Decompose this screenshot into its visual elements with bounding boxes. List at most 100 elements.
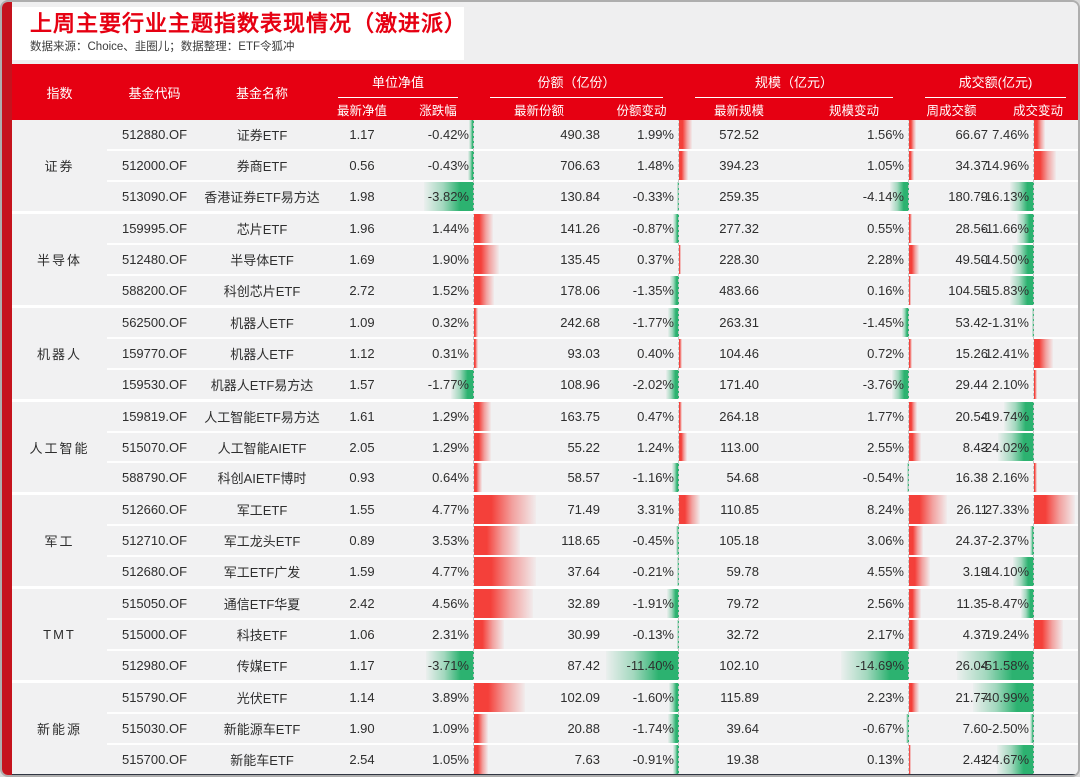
- positive-data-bar: [474, 683, 525, 713]
- aum-value: 115.89: [720, 690, 759, 706]
- aum-value: 483.66: [719, 282, 759, 298]
- negative-data-bar: [997, 432, 1034, 462]
- turnover-value: 2.41: [962, 752, 988, 768]
- table-row: 515070.OF 人工智能AIETF 2.05 1.29% 55.22 1.24% 113…: [107, 430, 1078, 464]
- negative-data-bar: [424, 181, 474, 211]
- fund-code: 515030.OF: [121, 721, 188, 737]
- shares-value: 20.88: [567, 721, 600, 737]
- turnover-change: -2.37%: [988, 524, 1078, 558]
- negative-data-bar: [677, 620, 679, 650]
- aum-value: 54.68: [726, 470, 759, 486]
- left-accent-strip: [2, 2, 12, 775]
- aum-change: -4.14%: [799, 179, 909, 211]
- shares-value: 141.26: [560, 220, 600, 236]
- nav-value: 2.54: [349, 752, 375, 768]
- col-sub-nav-chg: 涨跌幅: [419, 104, 457, 118]
- fund-code: 159995.OF: [121, 220, 188, 236]
- table-row: 512710.OF 军工龙头ETF 0.89 3.53% 118.65 -0.45% 105…: [107, 524, 1078, 558]
- positive-data-bar: [474, 432, 491, 462]
- nav-value: 0.56: [349, 157, 375, 173]
- turnover-value: 34.37: [955, 157, 988, 173]
- col-sub-aum: 最新规模: [713, 104, 764, 118]
- negative-data-bar: [667, 307, 679, 337]
- negative-data-bar: [891, 369, 909, 399]
- table-row: 515790.OF 光伏ETF 1.14 3.89% 102.09 -1.60% 115.8…: [107, 683, 1078, 715]
- table-row: 588200.OF 科创芯片ETF 2.72 1.52% 178.06 -1.35% 483…: [107, 273, 1078, 305]
- negative-data-bar: [956, 651, 1034, 681]
- negative-data-bar: [1016, 213, 1034, 243]
- nav-change: 1.29%: [402, 430, 491, 464]
- fund-code: 515700.OF: [121, 752, 188, 768]
- nav-value: 1.17: [349, 126, 375, 142]
- positive-data-bar: [474, 401, 491, 431]
- shares-value: 7.63: [574, 752, 600, 768]
- turnover-change: 12.41%: [985, 336, 1078, 370]
- positive-data-bar: [909, 432, 921, 462]
- positive-data-bar: [909, 338, 913, 368]
- turnover-value: 20.54: [955, 408, 988, 424]
- aum-change: 1.56%: [799, 120, 917, 151]
- negative-data-bar: [667, 714, 679, 744]
- positive-data-bar: [1034, 463, 1038, 493]
- fund-code: 512710.OF: [121, 533, 188, 549]
- shares-value: 108.96: [560, 376, 600, 392]
- col-sub-aum-chg: 规模变动: [828, 104, 879, 118]
- col-sub-turnover: 周成交额: [926, 104, 977, 118]
- fund-name: 半导体ETF: [230, 252, 294, 268]
- shares-value: 130.84: [560, 188, 600, 204]
- aum-change: -0.54%: [799, 461, 909, 493]
- negative-data-bar: [468, 150, 474, 180]
- turnover-value: 7.60: [962, 721, 988, 737]
- shares-value: 71.49: [567, 502, 600, 518]
- shares-value: 87.42: [567, 658, 600, 674]
- col-header-index: 指数: [46, 85, 73, 101]
- shares-change: 3.31%: [604, 495, 701, 527]
- fund-name: 芯片ETF: [236, 221, 288, 237]
- col-sub-turnover-chg: 成交变动: [1012, 104, 1063, 118]
- nav-change: -3.82%: [402, 179, 474, 211]
- col-group-aum: 规模（亿元）: [679, 64, 909, 99]
- turnover-change: 19.24%: [985, 618, 1078, 652]
- nav-value: 1.55: [349, 502, 375, 518]
- shares-value: 102.09: [560, 690, 600, 706]
- table-row: 515030.OF 新能源车ETF 1.90 1.09% 20.88 -1.74% 39.6…: [107, 712, 1078, 746]
- aum-value: 113.00: [720, 439, 759, 455]
- turnover-value: 8.43: [962, 439, 988, 455]
- negative-data-bar: [841, 651, 909, 681]
- nav-change: 1.90%: [402, 242, 499, 276]
- bottom-border-bar: [12, 774, 1078, 775]
- col-group-turnover: 成交额(亿元): [909, 64, 1078, 99]
- fund-name: 军工龙头ETF: [223, 534, 301, 550]
- nav-value: 1.14: [349, 690, 375, 706]
- industry-label: 新能源: [12, 683, 107, 775]
- positive-data-bar: [1034, 369, 1038, 399]
- aum-value: 263.31: [719, 314, 759, 330]
- table-body: 证券 512880.OF 证券ETF 1.17 -0.42% 490.38 1.99% 572…: [12, 120, 1078, 775]
- nav-change: 1.29%: [402, 401, 491, 433]
- shares-value: 58.57: [567, 470, 600, 486]
- positive-data-bar: [1034, 120, 1046, 149]
- shares-change: -0.21%: [604, 555, 679, 587]
- aum-value: 264.18: [719, 408, 759, 424]
- aum-change: 0.16%: [799, 273, 911, 305]
- nav-value: 2.42: [349, 596, 375, 612]
- table-row: 159530.OF 机器人ETF易方达 1.57 -1.77% 108.96 -2.02%…: [107, 367, 1078, 399]
- positive-data-bar: [474, 463, 483, 493]
- nav-value: 1.98: [349, 188, 375, 204]
- negative-data-bar: [905, 714, 909, 744]
- industry-group: TMT 515050.OF 通信ETF华夏 2.42 4.56% 32.89 -1.91% 7…: [12, 586, 1078, 681]
- nav-change: -0.43%: [402, 148, 474, 182]
- negative-data-bar: [902, 307, 909, 337]
- table-row: 159819.OF 人工智能ETF易方达 1.61 1.29% 163.75 0.47% 2…: [107, 401, 1078, 433]
- turnover-value: 28.56: [955, 220, 988, 236]
- turnover-value: 29.44: [955, 376, 988, 392]
- nav-change: 4.77%: [402, 555, 536, 587]
- aum-value: 572.52: [719, 126, 759, 142]
- col-sub-shares: 最新份额: [513, 104, 564, 118]
- turnover-change: -2.50%: [988, 712, 1078, 746]
- table-row: 159770.OF 机器人ETF 1.12 0.31% 93.03 0.40% 104.46…: [107, 336, 1078, 370]
- fund-name: 科创AIETF博时: [217, 471, 307, 487]
- negative-data-bar: [1012, 557, 1034, 587]
- nav-change: 0.31%: [402, 336, 479, 370]
- table-row: 515700.OF 新能车ETF 2.54 1.05% 7.63 -0.91% 19.38 0…: [107, 743, 1078, 775]
